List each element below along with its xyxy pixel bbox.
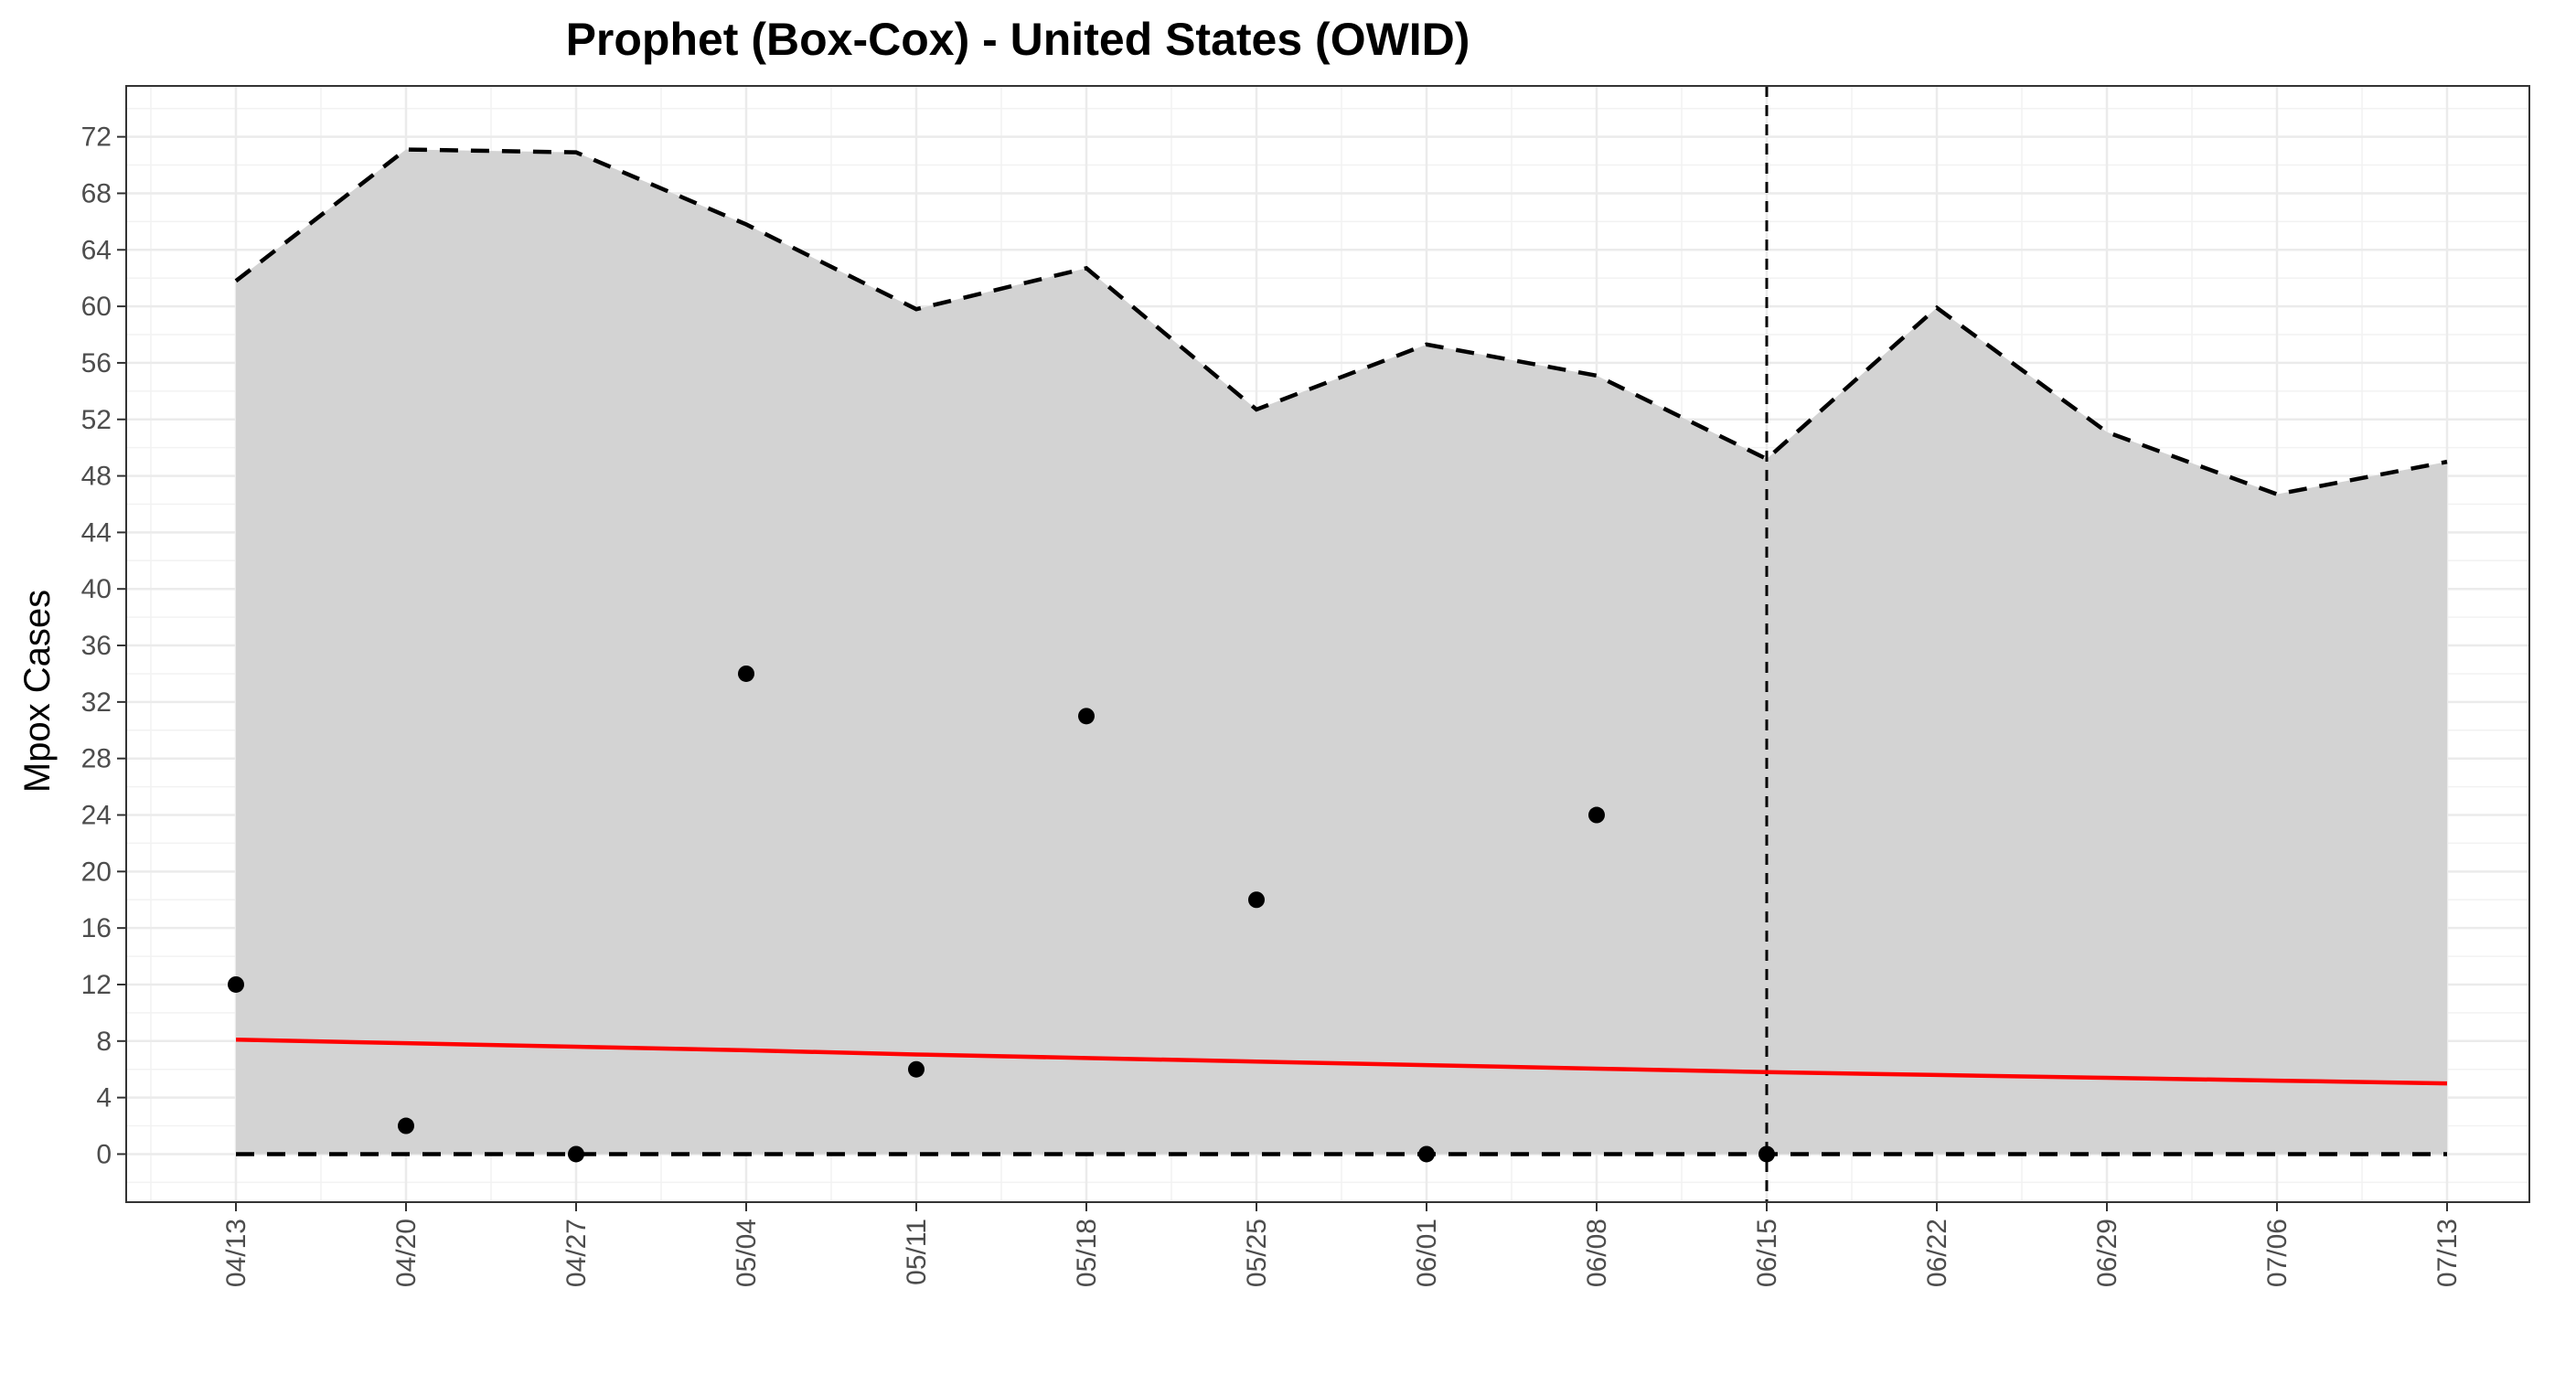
- observed-point: [568, 1145, 584, 1163]
- observed-points: [228, 665, 1775, 1163]
- y-tick-label: 8: [96, 1027, 112, 1057]
- y-tick-label: 0: [96, 1139, 112, 1169]
- y-tick-label: 12: [81, 970, 112, 1000]
- upper-bound-line: [234, 147, 2448, 496]
- y-tick-label: 48: [81, 462, 112, 492]
- y-tick-label: 40: [81, 574, 112, 604]
- series-lines: [234, 147, 2448, 1156]
- y-tick-label: 56: [81, 348, 112, 378]
- x-tick-label: 05/11: [902, 1219, 932, 1285]
- plot-panel-border: [125, 85, 2530, 1203]
- y-tick-label: 28: [81, 744, 112, 774]
- y-tick-label: 68: [81, 178, 112, 208]
- observed-point: [398, 1117, 414, 1134]
- chart-title: Prophet (Box-Cox) - United States (OWID): [566, 14, 1470, 65]
- x-tick-label: 05/18: [1072, 1219, 1102, 1287]
- x-tick-label: 06/01: [1412, 1219, 1442, 1287]
- prediction-line: [235, 1038, 2448, 1086]
- y-tick-label: 52: [81, 405, 112, 435]
- x-tick-label: 04/13: [221, 1219, 251, 1287]
- y-tick-label: 64: [81, 235, 112, 265]
- observed-point: [228, 975, 244, 993]
- x-tick-label: 04/20: [391, 1219, 422, 1287]
- y-tick-label: 20: [81, 857, 112, 887]
- observed-point: [738, 665, 754, 682]
- y-tick-label: 72: [81, 122, 112, 153]
- x-tick-label: 07/06: [2262, 1219, 2293, 1287]
- y-tick-label: 60: [81, 292, 112, 322]
- y-tick-label: 24: [81, 801, 112, 831]
- observed-point: [1588, 806, 1605, 824]
- y-tick-label: 36: [81, 631, 112, 661]
- prediction-interval: [236, 149, 2447, 1155]
- observed-point: [1078, 708, 1095, 725]
- x-tick-label: 07/13: [2432, 1219, 2463, 1287]
- observed-point: [908, 1060, 925, 1078]
- observed-point: [1758, 1145, 1775, 1163]
- x-tick-label: 06/08: [1582, 1219, 1612, 1287]
- x-tick-label: 06/22: [1922, 1219, 1952, 1287]
- y-tick-label: 16: [81, 913, 112, 943]
- axis-ticks: 0481216202428323640444852566064687204/13…: [81, 122, 2463, 1287]
- x-tick-label: 06/15: [1752, 1219, 1782, 1287]
- observed-point: [1418, 1145, 1435, 1163]
- x-tick-label: 06/29: [2092, 1219, 2122, 1287]
- y-tick-label: 44: [81, 517, 112, 548]
- x-tick-label: 04/27: [561, 1219, 592, 1287]
- observed-point: [1248, 891, 1265, 909]
- y-tick-label: 32: [81, 687, 112, 718]
- y-tick-label: 4: [96, 1083, 112, 1113]
- x-tick-label: 05/25: [1242, 1219, 1272, 1287]
- interval-band: [236, 149, 2447, 1155]
- y-axis-label: Mpox Cases: [17, 590, 58, 793]
- x-tick-label: 05/04: [732, 1219, 762, 1287]
